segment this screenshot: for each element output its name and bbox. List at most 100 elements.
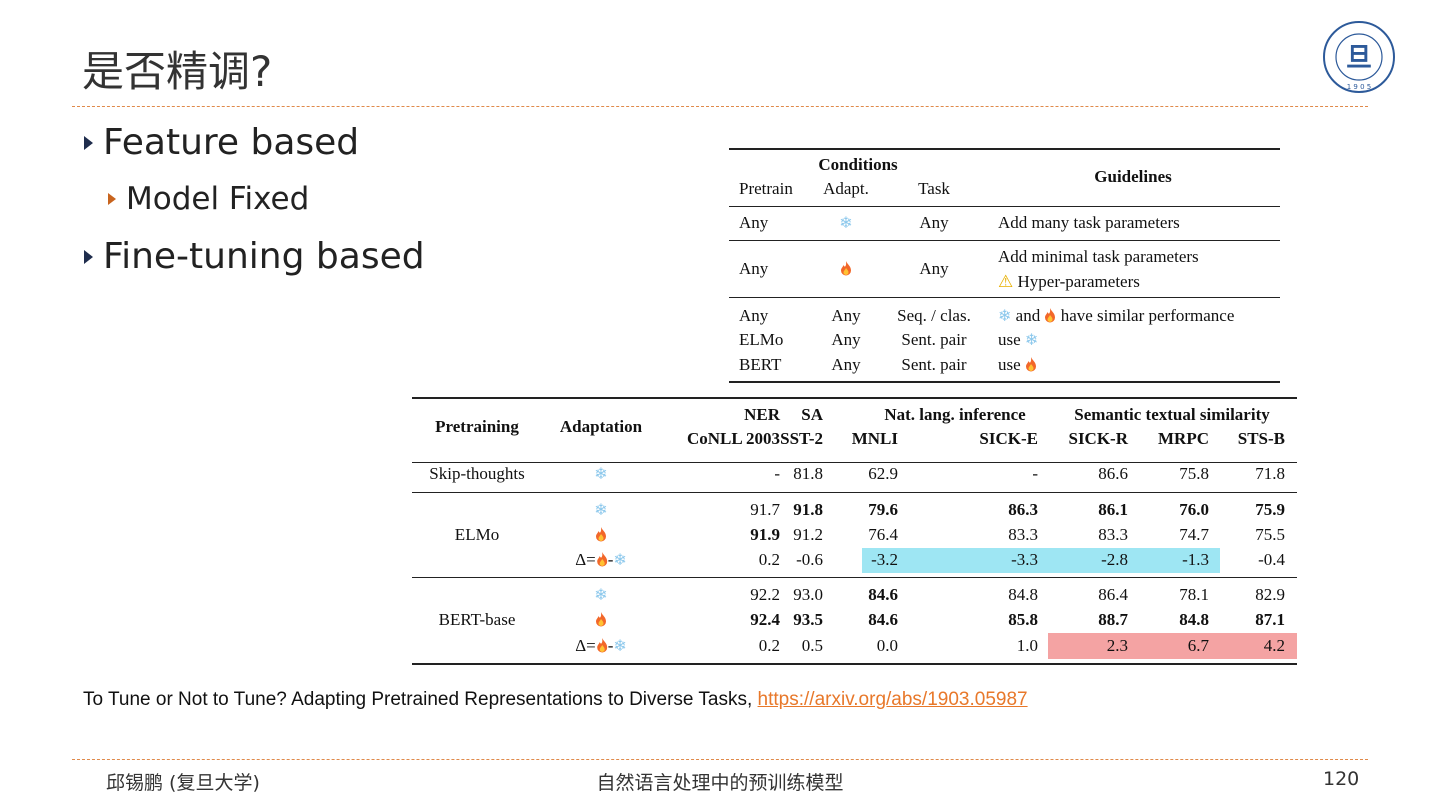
score-cell: 78.1 [1179,585,1209,604]
score-cell: 84.6 [868,610,898,629]
snowflake-icon: ❄ [613,552,627,569]
score-cell: 81.8 [793,464,823,483]
fire-icon [596,552,607,567]
bullet-fine-tuning-based: Fine-tuning based [84,236,425,277]
score-cell: 62.9 [868,464,898,483]
pretrain-header: Pretrain [739,179,793,198]
score-cell: -2.8 [1101,550,1128,569]
fire-icon [596,527,606,542]
adaptation-cell: ❄ [594,500,607,521]
snowflake-icon: ❄ [594,587,608,604]
adaptation-cell [595,610,607,630]
score-cell: 91.8 [793,500,823,519]
column-header: SICK-R [1068,429,1128,448]
guide-row-task: Sent. pair [901,355,967,374]
guide-row-pretrain: Any [739,213,769,232]
score-cell: 0.2 [758,550,780,569]
cell-highlight [862,548,1220,573]
bullet-model-fixed: Model Fixed [108,181,309,217]
snowflake-icon: ❄ [839,215,853,232]
sts-header: Semantic textual similarity [1074,405,1270,424]
fire-icon [841,261,851,276]
table-rule [729,240,1280,241]
delta-minus: - [607,636,614,655]
snowflake-icon: ❄ [1024,332,1039,349]
bullet-icon [84,249,93,264]
page-number: 120 [1323,768,1360,790]
delta-minus: - [607,550,614,569]
score-cell: 92.4 [750,610,780,629]
score-cell: 91.2 [793,525,823,544]
guide-row-task: Seq. / clas. [897,306,971,325]
score-cell: 83.3 [1008,525,1038,544]
warning-icon: ⚠ [998,272,1014,291]
snowflake-icon: ❄ [594,466,608,483]
adaptation-cell: ❄ [594,464,607,485]
model-name: Skip-thoughts [429,464,525,483]
score-cell: 91.7 [750,500,780,519]
cell-highlight [1048,633,1297,659]
ner-header: NER [744,405,780,424]
score-cell: - [1032,464,1038,483]
score-cell: 75.9 [1255,500,1285,519]
score-cell: 86.6 [1098,464,1128,483]
score-cell: 86.3 [1008,500,1038,519]
table-rule [729,381,1280,383]
guide-row-task: Any [919,213,949,232]
score-cell: -3.2 [871,550,898,569]
adaptation-header: Adaptation [559,417,643,436]
guide-row-adapt [840,259,852,279]
score-cell: -3.3 [1011,550,1038,569]
table-rule [412,577,1297,578]
score-cell: 4.2 [1263,636,1285,655]
score-cell: 71.8 [1255,464,1285,483]
guide-row-pretrain: BERT [739,355,782,374]
delta-label: Δ= [575,636,596,655]
bullet-icon [84,135,93,150]
score-cell: 88.7 [1098,610,1128,629]
delta-label: Δ= [575,550,596,569]
footer-divider [72,759,1368,760]
svg-text:1 9 0 5: 1 9 0 5 [1347,83,1372,91]
score-cell: 2.3 [1106,636,1128,655]
citation-link[interactable]: https://arxiv.org/abs/1903.05987 [757,689,1028,710]
column-header: SICK-E [979,429,1038,448]
score-cell: 76.4 [868,525,898,544]
score-cell: -1.3 [1182,550,1209,569]
nli-header: Nat. lang. inference [884,405,1026,424]
footer-author: 邱锡鹏 (复旦大学) [106,772,260,794]
table-rule [412,663,1297,665]
header-divider [72,106,1368,107]
svg-text:旦: 旦 [1346,43,1372,73]
score-cell: 75.8 [1179,464,1209,483]
score-cell: 91.9 [750,525,780,544]
score-cell: 82.9 [1255,585,1285,604]
guide-row-text: use [998,355,1037,375]
score-cell: 84.8 [1008,585,1038,604]
guide-row-text: Add minimal task parameters [998,247,1199,266]
guide-row-pretrain: Any [739,259,769,278]
task-header: Task [918,179,950,198]
column-header: STS-B [1237,429,1285,448]
score-cell: 6.7 [1187,636,1209,655]
score-cell: 0.0 [876,636,898,655]
guide-row-adapt: Any [831,330,861,349]
table-rule [412,397,1297,399]
score-cell: 85.8 [1008,610,1038,629]
snowflake-icon: ❄ [998,308,1012,325]
guidelines-header: Guidelines [1094,167,1172,186]
table-rule [412,492,1297,493]
guide-row-text: ❄ and have similar performance [998,306,1234,327]
guide-row-task: Any [919,259,949,278]
adapt-header: Adapt. [823,179,869,198]
guide-row-adapt: Any [831,355,861,374]
adaptation-cell [595,525,607,545]
score-cell: -0.6 [796,550,823,569]
bullet-feature-based: Feature based [84,122,359,163]
column-header: MNLI [851,429,898,448]
model-name: ELMo [454,525,500,544]
citation: To Tune or Not to Tune? Adapting Pretrai… [83,689,1028,711]
guide-row-task: Sent. pair [901,330,967,349]
fire-icon [1045,308,1056,323]
table-rule [729,297,1280,298]
